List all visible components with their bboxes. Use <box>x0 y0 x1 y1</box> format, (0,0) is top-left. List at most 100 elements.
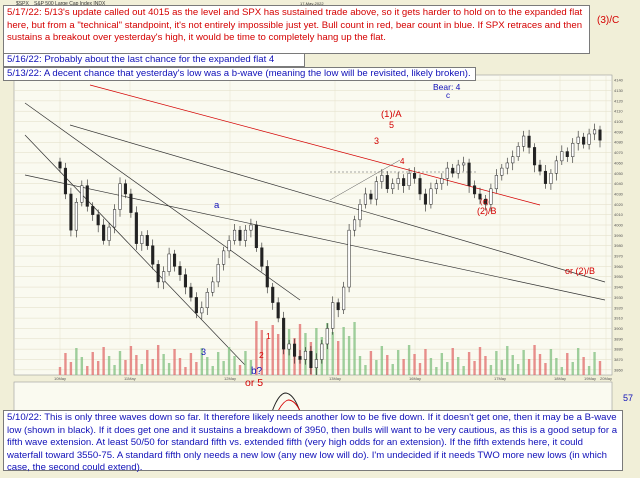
label-57-cut: 57 <box>623 393 633 403</box>
candle-body <box>112 209 117 228</box>
candle-body <box>162 271 166 283</box>
candle-body <box>440 178 444 184</box>
volume-bar <box>336 341 340 375</box>
volume-bar <box>489 365 493 375</box>
volume-bar <box>500 360 504 375</box>
volume-bar <box>206 357 209 375</box>
y-tick-label: 4120 <box>614 98 624 103</box>
candle-body <box>178 266 182 275</box>
candle-body <box>287 343 291 350</box>
volume-bar <box>276 334 280 375</box>
volume-bar <box>238 365 242 375</box>
candle-body <box>489 188 493 205</box>
x-axis-ticks: 10May 11May 12May 13May 16May 17May 18May 19May… <box>54 376 612 381</box>
candle-body <box>391 183 395 190</box>
y-tick-label: 3970 <box>614 254 624 259</box>
candle-body <box>598 129 602 141</box>
label-a-blue: a <box>214 200 220 211</box>
candle-body <box>232 229 237 241</box>
y-tick-label: 4040 <box>614 181 624 186</box>
volume-bar <box>495 351 498 375</box>
volume-bar <box>456 357 460 375</box>
candle-body <box>276 302 280 319</box>
volume-bar <box>506 346 509 375</box>
candle-body <box>369 193 373 200</box>
candle-body <box>265 266 269 288</box>
volume-bar <box>129 346 133 375</box>
volume-bar <box>593 352 596 375</box>
volume-bar <box>446 362 449 375</box>
candle-body <box>445 167 449 179</box>
candle-body <box>478 193 482 200</box>
y-tick-label: 4140 <box>614 78 624 83</box>
note-0513-text: A decent chance that yesterday's low was… <box>43 68 471 79</box>
candle-body <box>451 167 455 174</box>
candle-body <box>456 164 460 174</box>
candle-body <box>172 253 177 267</box>
x-tick-label: 19May <box>584 376 596 381</box>
candle-body <box>511 156 515 164</box>
volume-bar <box>124 360 127 375</box>
volume-bar <box>462 366 465 375</box>
chart-title: $SPX S&P 500 Large Cap Index INDX 17-May… <box>16 1 324 7</box>
candle-body <box>582 136 586 145</box>
candle-body <box>347 229 351 288</box>
volume-bar <box>375 360 378 375</box>
volume-bar <box>358 356 362 375</box>
volume-bar <box>178 358 182 375</box>
candle-body <box>123 183 128 195</box>
volume-bar <box>424 349 427 375</box>
note-2022-05-16: 5/16/22: Probably about the last chance … <box>3 53 305 78</box>
note-0510-date: 5/10/22: <box>7 412 42 423</box>
volume-bar <box>418 363 422 375</box>
volume-bar <box>271 325 274 375</box>
candle-body <box>462 162 466 166</box>
trendline-black-mid <box>69 124 606 283</box>
wave-labels: (3)/C Bear: 4 c (1)/A 5 3 4 (c) (2)/B or… <box>201 15 633 403</box>
label-1-red-low: 1 <box>266 331 271 341</box>
y-tick-label: 3990 <box>614 233 624 238</box>
candle-body <box>429 188 433 205</box>
candle-body <box>363 193 368 205</box>
volume-bar <box>266 339 269 375</box>
candle-body <box>167 253 171 272</box>
y-tick-label: 4080 <box>614 140 624 145</box>
y-tick-label: 3980 <box>614 243 624 248</box>
candle-body <box>140 235 144 244</box>
candle-body <box>538 164 542 172</box>
volume-bar <box>298 324 302 375</box>
volume-bar <box>451 348 454 375</box>
candle-body <box>331 302 335 329</box>
candle-body <box>183 274 188 288</box>
x-tick-label: 12May <box>224 376 236 381</box>
candle-body <box>314 359 318 369</box>
candle-body <box>522 135 526 147</box>
volume-bar <box>91 352 94 375</box>
volume-bar <box>222 361 225 375</box>
y-tick-label: 4130 <box>614 88 624 93</box>
note-2022-05-13: 5/13/22: A decent chance that yesterday'… <box>3 67 476 81</box>
y-tick-label: 3930 <box>614 295 624 300</box>
volume-bar <box>107 356 111 375</box>
trendline-red <box>89 84 541 206</box>
y-tick-label: 3960 <box>614 264 624 269</box>
candle-body <box>200 307 204 314</box>
volume-bar <box>331 332 334 375</box>
volume-bar <box>135 355 138 375</box>
candle-body <box>271 286 275 303</box>
candle-body <box>189 286 193 298</box>
candle-body <box>320 343 324 360</box>
candle-body <box>527 135 531 148</box>
candle-body <box>587 133 591 145</box>
candle-body <box>194 297 198 314</box>
volume-bar <box>571 362 574 375</box>
volume-bar <box>413 354 416 375</box>
note-0516-date: 5/16/22: <box>7 54 42 65</box>
label-bear-4: Bear: 4 <box>433 82 461 92</box>
candle-body <box>532 147 537 166</box>
candle-body <box>396 178 400 184</box>
volume-bar <box>467 352 471 375</box>
label-or-5: or 5 <box>245 377 263 389</box>
candle-body <box>102 224 106 241</box>
candle-body <box>63 167 68 195</box>
